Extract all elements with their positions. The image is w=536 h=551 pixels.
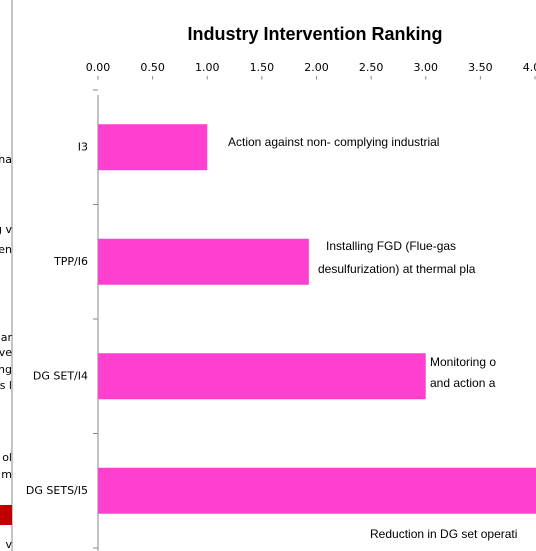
left-fragment: g v (0, 223, 12, 236)
annotation: and action a (430, 376, 496, 390)
x-tick-label: 0.00 (86, 61, 111, 74)
annotation: Action against non- complying industrial (228, 135, 439, 149)
x-tick-label: 1.50 (250, 61, 275, 74)
annotation: Monitoring o (430, 355, 496, 369)
bar (98, 238, 309, 285)
x-tick-label: 0.50 (140, 61, 165, 74)
left-fragment: s l (0, 379, 12, 392)
left-fragment: ve (0, 346, 12, 359)
annotation: Installing FGD (Flue-gas (326, 239, 456, 253)
annotation: desulfurization) at thermal pla (318, 262, 476, 276)
bar (98, 467, 536, 514)
left-red-block (0, 505, 12, 525)
chart-title: Industry Intervention Ranking (187, 24, 442, 44)
x-tick-label: 4.00 (523, 61, 536, 74)
y-tick-label: I3 (78, 140, 88, 153)
left-fragment: m (1, 468, 12, 481)
y-tick-label: DG SET/I4 (33, 369, 88, 382)
bar (98, 124, 208, 171)
left-fragment: ar (1, 331, 13, 344)
left-fragment: ol (2, 451, 12, 464)
y-tick-label: DG SETS/I5 (26, 484, 88, 497)
x-tick-label: 3.50 (468, 61, 493, 74)
x-tick-label: 3.00 (414, 61, 439, 74)
left-fragment: ng (0, 363, 12, 376)
x-tick-label: 2.00 (304, 61, 329, 74)
left-fragment: na (0, 153, 12, 166)
annotation: Reduction in DG set operati (370, 527, 517, 541)
x-tick-label: 1.00 (195, 61, 220, 74)
left-fragment: en (0, 243, 12, 256)
bar (98, 353, 426, 400)
y-tick-label: TPP/I6 (53, 255, 88, 268)
left-fragment: v (5, 538, 12, 551)
x-tick-label: 2.50 (359, 61, 384, 74)
